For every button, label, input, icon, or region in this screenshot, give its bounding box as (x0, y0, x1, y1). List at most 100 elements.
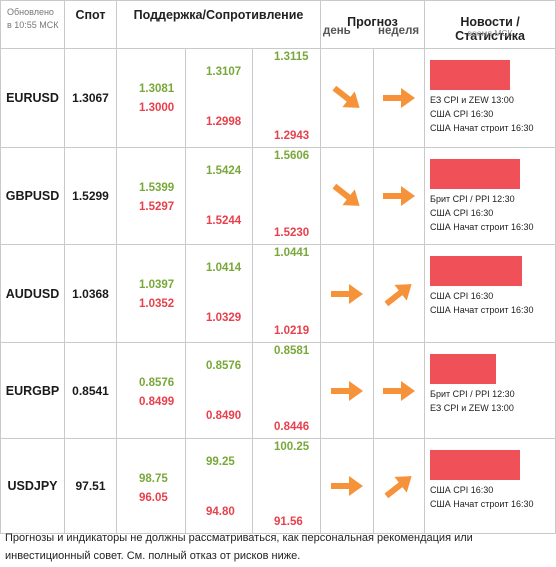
support-level: 1.2943 (274, 130, 310, 142)
news-bar (430, 159, 521, 189)
right-arrow-icon (329, 282, 365, 306)
level-column-2: 99.25 94.80 (185, 438, 253, 534)
spot-price: 1.0368 (64, 244, 117, 343)
news-item: США CPI 16:30 (430, 485, 494, 495)
support-level: 1.0329 (206, 312, 242, 324)
news-item: ЕЗ CPI и ZEW 13:00 (430, 403, 514, 413)
resistance-level: 1.0441 (274, 247, 310, 259)
support-level: 0.8499 (139, 396, 175, 408)
support-level: 1.5244 (206, 215, 242, 227)
resistance-level: 1.3115 (274, 51, 309, 63)
level-column-1: 1.3081 1.3000 (116, 48, 186, 148)
level-column-2: 0.8576 0.8490 (185, 342, 253, 439)
forecast-week (373, 147, 426, 245)
right-arrow-icon (381, 86, 417, 110)
forecast-header: Прогноз день неделя (320, 0, 426, 49)
resistance-level: 1.0414 (206, 262, 242, 274)
news-bar (430, 60, 511, 90)
support-level: 1.2998 (206, 116, 242, 128)
news-item: ЕЗ CPI и ZEW 13:00 (430, 95, 514, 105)
forecast-day-label: день (323, 25, 351, 37)
support-level: 1.0352 (139, 298, 175, 310)
support-level: 0.8490 (206, 410, 242, 422)
table-header: Обновлено в 10:55 МСК Спот Поддержка/Соп… (0, 0, 556, 49)
news-bar (430, 450, 521, 480)
forecast-day (320, 147, 375, 245)
pair-name: GBPUSD (0, 147, 65, 245)
pair-name: EURUSD (0, 48, 65, 148)
support-level: 96.05 (139, 492, 168, 504)
news-item: США Начат строит 16:30 (430, 123, 534, 133)
spot-header: Спот (64, 0, 117, 49)
resistance-level: 0.8576 (206, 360, 242, 372)
support-level: 1.0219 (274, 325, 310, 337)
forecast-day (320, 342, 375, 439)
resistance-level: 100.25 (274, 441, 310, 453)
support-level: 94.80 (206, 506, 235, 518)
resistance-level: 1.0397 (139, 279, 175, 291)
level-column-3: 0.8581 0.8446 (251, 342, 322, 439)
level-column-1: 1.5399 1.5297 (116, 147, 186, 245)
right-arrow-icon (329, 379, 365, 403)
support-level: 91.56 (274, 516, 303, 528)
forecast-week (373, 438, 426, 534)
forex-table: Обновлено в 10:55 МСК Спот Поддержка/Соп… (0, 0, 556, 534)
news-time-label: время МСК (467, 28, 513, 38)
right-arrow-icon (381, 184, 417, 208)
news-cell: США CPI 16:30 США Начат строит 16:30 (424, 244, 556, 343)
news-item: США CPI 16:30 (430, 208, 494, 218)
resistance-level: 99.25 (206, 456, 235, 468)
spot-price: 1.3067 (64, 48, 117, 148)
level-column-1: 98.75 96.05 (116, 438, 186, 534)
level-column-2: 1.0414 1.0329 (185, 244, 253, 343)
spot-price: 97.51 (64, 438, 117, 534)
news-cell: Брит CPI / PPI 12:30 США CPI 16:30 США Нач… (424, 147, 556, 245)
disclaimer: Прогнозы и индикаторы не должны рассматр… (5, 532, 473, 562)
news-item: Брит CPI / PPI 12:30 (430, 194, 515, 204)
news-item: США CPI 16:30 (430, 291, 494, 301)
news-item: США Начат строит 16:30 (430, 222, 534, 232)
forecast-week (373, 342, 426, 439)
pair-name: USDJPY (0, 438, 65, 534)
updated-time: Обновлено в 10:55 МСК (0, 0, 65, 49)
pair-name: EURGBP (0, 342, 65, 439)
resistance-level: 1.3107 (206, 66, 242, 78)
news-bar (430, 256, 523, 286)
level-column-1: 0.8576 0.8499 (116, 342, 186, 439)
table-row: AUDUSD 1.0368 1.0397 1.0352 1.0414 1.0329 1.04… (0, 244, 556, 343)
news-cell: США CPI 16:30 США Начат строит 16:30 (424, 438, 556, 534)
level-column-3: 1.3115 1.2943 (251, 48, 322, 148)
down-right-arrow-icon (329, 183, 365, 208)
right-arrow-icon (329, 474, 365, 498)
news-bar (430, 354, 497, 384)
support-resistance-header: Поддержка/Сопротивление (115, 0, 322, 49)
spot-price: 1.5299 (64, 147, 117, 245)
level-column-2: 1.3107 1.2998 (185, 48, 253, 148)
up-right-arrow-icon (381, 282, 417, 306)
level-column-3: 100.25 91.56 (251, 438, 322, 534)
news-item: США CPI 16:30 (430, 109, 494, 119)
forecast-week-label: неделя (378, 25, 420, 37)
support-level: 1.5230 (274, 227, 310, 239)
level-column-3: 1.0441 1.0219 (251, 244, 322, 343)
table-row: EURUSD 1.3067 1.3081 1.3000 1.3107 1.2998 1.31… (0, 48, 556, 148)
forecast-week (373, 244, 426, 343)
up-right-arrow-icon (381, 474, 417, 499)
resistance-level: 1.5399 (139, 182, 175, 194)
table-row: GBPUSD 1.5299 1.5399 1.5297 1.5424 1.5244 1.56… (0, 147, 556, 245)
news-item: США Начат строит 16:30 (430, 499, 534, 509)
down-right-arrow-icon (329, 85, 365, 110)
news-cell: ЕЗ CPI и ZEW 13:00 США CPI 16:30 США Начат… (424, 48, 556, 148)
right-arrow-icon (381, 379, 417, 403)
spot-price: 0.8541 (64, 342, 117, 439)
resistance-level: 0.8576 (139, 377, 175, 389)
resistance-level: 1.3081 (139, 83, 175, 95)
forecast-day (320, 48, 375, 148)
resistance-level: 0.8581 (274, 345, 310, 357)
pair-name: AUDUSD (0, 244, 65, 343)
news-cell: Брит CPI / PPI 12:30 ЕЗ CPI и ZEW 13:00 (424, 342, 556, 439)
news-header: Новости / Статистика время МСК (424, 0, 556, 49)
support-level: 0.8446 (274, 421, 310, 433)
forecast-day (320, 244, 375, 343)
resistance-level: 98.75 (139, 473, 168, 485)
